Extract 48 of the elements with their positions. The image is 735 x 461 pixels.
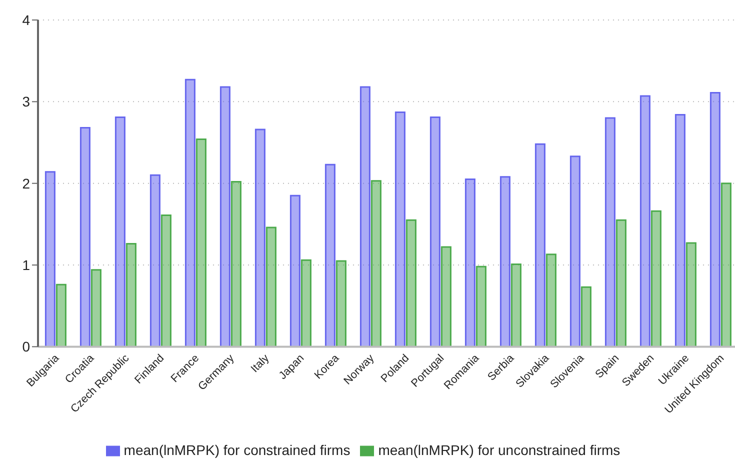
bar (336, 260, 346, 347)
bar (90, 269, 102, 347)
bar (430, 116, 440, 347)
bar (196, 138, 206, 347)
bar (580, 286, 592, 347)
bar (616, 219, 626, 347)
bar (534, 143, 546, 347)
bar (220, 86, 230, 347)
y-tick-label: 4 (22, 12, 30, 28)
y-tick-label: 0 (22, 338, 30, 355)
bar (546, 254, 556, 347)
bar (650, 210, 662, 347)
bar (720, 182, 732, 347)
legend-label: mean(lnMRPK) for constrained firms (124, 442, 350, 458)
bar (640, 95, 650, 347)
bar (570, 156, 580, 347)
bar (710, 92, 720, 347)
bar (604, 117, 616, 347)
bar (324, 164, 336, 347)
bar (510, 263, 522, 347)
bar (360, 86, 370, 347)
bar (114, 116, 126, 347)
y-tick-label: 1 (22, 256, 30, 273)
bar (674, 114, 686, 347)
bar (80, 127, 90, 347)
bar (266, 226, 276, 347)
bar (230, 180, 242, 347)
bar (500, 176, 510, 347)
bar (406, 219, 416, 347)
bar (160, 214, 172, 347)
bar (44, 171, 56, 347)
x-tick-label: Italy (248, 352, 272, 376)
bar (686, 242, 696, 347)
bar (394, 112, 406, 347)
bar (184, 78, 196, 347)
bar (150, 174, 160, 347)
bar (370, 180, 382, 347)
bar (464, 178, 476, 347)
bar (126, 243, 136, 347)
y-tick-label: 2 (22, 175, 30, 192)
y-tick-label: 3 (22, 94, 30, 110)
bar (476, 266, 486, 347)
bar (300, 259, 312, 347)
legend-label: mean(lnMRPK) for unconstrained firms (378, 442, 620, 458)
bar (440, 246, 452, 347)
bar (56, 284, 66, 347)
bar (290, 194, 300, 347)
bar (254, 128, 266, 347)
